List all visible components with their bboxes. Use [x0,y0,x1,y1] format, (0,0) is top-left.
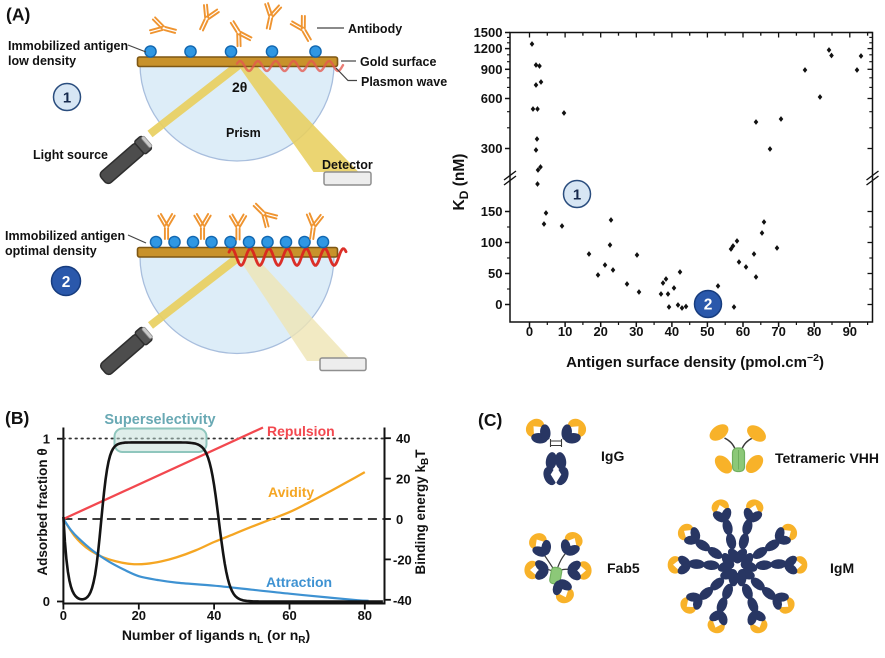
svg-text:Light source: Light source [33,148,108,162]
svg-text:Tetrameric VHH: Tetrameric VHH [775,450,879,466]
svg-text:30: 30 [629,324,643,339]
svg-text:Binding energy kBT: Binding energy kBT [413,449,431,575]
svg-text:Detector: Detector [322,158,373,172]
svg-text:20: 20 [396,472,410,487]
svg-text:0: 0 [60,608,67,623]
svg-text:60: 60 [282,608,296,623]
svg-text:50: 50 [700,324,714,339]
svg-text:0: 0 [43,594,50,609]
svg-text:40: 40 [207,608,221,623]
svg-text:40: 40 [665,324,679,339]
svg-text:Repulsion: Repulsion [267,423,335,439]
svg-text:300: 300 [481,141,503,156]
svg-text:Antigen surface density (pmol.: Antigen surface density (pmol.cm−2) [566,352,824,371]
svg-text:(C): (C) [478,410,502,430]
svg-text:0: 0 [526,324,533,339]
svg-text:2θ: 2θ [232,79,247,95]
svg-text:90: 90 [843,324,857,339]
svg-text:-40: -40 [393,593,412,608]
svg-text:0: 0 [396,512,403,527]
svg-text:Fab5: Fab5 [607,560,640,576]
svg-text:1: 1 [63,90,71,107]
svg-text:low density: low density [8,54,76,68]
svg-text:Attraction: Attraction [266,574,332,590]
svg-text:70: 70 [771,324,785,339]
svg-text:0: 0 [495,297,502,312]
svg-text:150: 150 [481,204,503,219]
svg-text:KD (nM): KD (nM) [451,154,471,211]
svg-text:10: 10 [558,324,572,339]
svg-text:20: 20 [132,608,146,623]
svg-text:80: 80 [807,324,821,339]
svg-text:40: 40 [396,431,410,446]
svg-text:1500: 1500 [474,25,503,40]
svg-text:optimal density: optimal density [5,244,97,258]
svg-text:60: 60 [736,324,750,339]
svg-text:50: 50 [488,266,502,281]
svg-text:IgM: IgM [830,560,854,576]
svg-text:1200: 1200 [474,41,503,56]
svg-text:2: 2 [62,274,71,291]
svg-text:Plasmon wave: Plasmon wave [361,75,447,89]
svg-text:-20: -20 [393,552,412,567]
svg-text:Avidity: Avidity [268,484,314,500]
svg-text:Gold surface: Gold surface [360,55,436,69]
svg-text:Number of ligands nL (or nR): Number of ligands nL (or nR) [122,627,310,646]
svg-text:20: 20 [593,324,607,339]
svg-text:100: 100 [481,235,503,250]
svg-text:Adsorbed fraction θ: Adsorbed fraction θ [35,448,50,575]
svg-text:600: 600 [481,91,503,106]
svg-text:Antibody: Antibody [348,22,402,36]
svg-text:Immobilized antigen: Immobilized antigen [8,39,128,53]
svg-text:Prism: Prism [226,126,261,140]
svg-text:(B): (B) [5,408,29,428]
svg-text:900: 900 [481,62,503,77]
svg-text:1: 1 [573,187,581,204]
svg-text:Immobilized antigen: Immobilized antigen [5,229,125,243]
svg-text:80: 80 [358,608,372,623]
svg-text:2: 2 [704,297,713,314]
svg-text:IgG: IgG [601,448,624,464]
svg-text:(A): (A) [6,5,30,25]
svg-text:Superselectivity: Superselectivity [104,412,215,428]
svg-text:1: 1 [43,432,50,447]
